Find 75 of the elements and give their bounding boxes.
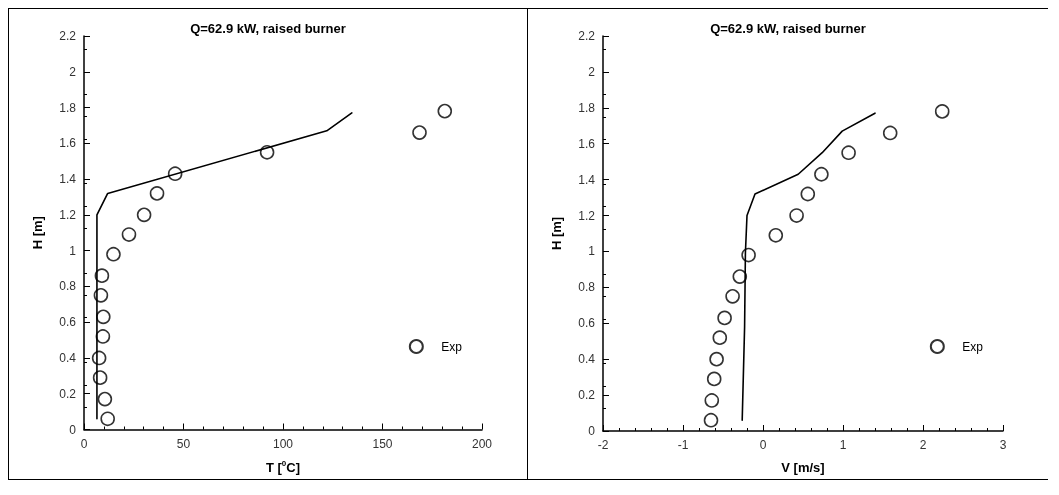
point bbox=[412, 125, 427, 140]
y-tick-label: 0 bbox=[588, 424, 596, 438]
point bbox=[800, 186, 816, 202]
point bbox=[92, 370, 108, 385]
y-tick-label: 1.8 bbox=[578, 100, 596, 115]
y-tick-label: 1.4 bbox=[578, 172, 596, 187]
point bbox=[136, 207, 152, 223]
line-series bbox=[96, 112, 353, 420]
y-tick-label: 1 bbox=[588, 244, 596, 259]
y-tick-label: 0.4 bbox=[578, 352, 596, 367]
y-tick-label: 1.6 bbox=[59, 136, 77, 151]
point bbox=[706, 371, 722, 387]
point bbox=[841, 145, 856, 160]
y-tick-label: 1 bbox=[69, 243, 77, 258]
legend-label: Exp bbox=[962, 339, 984, 354]
point bbox=[93, 288, 109, 303]
y-tick-label: 0.2 bbox=[59, 386, 77, 401]
point bbox=[96, 309, 111, 325]
y-tick-label: 1.2 bbox=[59, 207, 77, 222]
point bbox=[709, 351, 724, 367]
y-tick-label: 2 bbox=[69, 64, 77, 79]
y-tick-label: 1.6 bbox=[578, 136, 596, 151]
x-tick-label: 0 bbox=[759, 438, 767, 452]
x-tick-label: 1 bbox=[839, 438, 847, 452]
point bbox=[717, 310, 732, 326]
point bbox=[768, 228, 784, 243]
y-tick-label: 0.2 bbox=[578, 388, 596, 403]
point bbox=[703, 412, 719, 428]
x-tick-label: -2 bbox=[597, 438, 609, 452]
y-tick-label: 2.2 bbox=[59, 29, 77, 43]
y-tick-label: 1.4 bbox=[59, 172, 77, 187]
x-tick-label: 150 bbox=[372, 436, 393, 451]
point bbox=[94, 268, 110, 283]
x-tick-label: 3 bbox=[999, 438, 1007, 452]
point bbox=[149, 186, 165, 201]
x-tick-label: 0 bbox=[80, 436, 88, 451]
point bbox=[95, 329, 111, 344]
x-axis-title: V [m/s] bbox=[781, 460, 825, 475]
point bbox=[725, 289, 740, 304]
point bbox=[712, 330, 728, 345]
y-tick-label: 0.4 bbox=[59, 350, 77, 365]
y-tick-label: 0 bbox=[69, 422, 77, 437]
y-tick-label: 0.6 bbox=[59, 315, 77, 330]
point bbox=[437, 103, 453, 119]
y-tick-label: 2.2 bbox=[578, 29, 596, 43]
x-tick-label: 2 bbox=[919, 438, 927, 452]
point bbox=[106, 246, 121, 262]
y-tick-label: 0.8 bbox=[59, 279, 77, 294]
chart-title: Q=62.9 kW, raised burner bbox=[710, 21, 866, 36]
y-tick-label: 0.8 bbox=[578, 280, 596, 295]
y-tick-label: 2 bbox=[588, 64, 596, 79]
y-tick-label: 1.2 bbox=[578, 208, 596, 223]
y-tick-label: 1.8 bbox=[59, 100, 77, 115]
point bbox=[97, 391, 113, 407]
point bbox=[882, 125, 898, 141]
point bbox=[789, 208, 804, 223]
point bbox=[100, 411, 115, 427]
x-tick-label: 50 bbox=[176, 436, 191, 451]
x-tick-label: -1 bbox=[677, 438, 689, 452]
point bbox=[741, 247, 756, 263]
point bbox=[814, 166, 829, 182]
x-tick-label: 100 bbox=[272, 436, 294, 451]
point bbox=[732, 269, 748, 284]
point bbox=[91, 350, 107, 366]
y-tick-label: 0.6 bbox=[578, 316, 596, 331]
point bbox=[704, 393, 720, 408]
chart-title: Q=62.9 kW, raised burner bbox=[190, 21, 346, 36]
point bbox=[259, 144, 275, 160]
y-axis-title: H [m] bbox=[30, 216, 45, 250]
legend-label: Exp bbox=[441, 339, 463, 354]
point bbox=[934, 104, 950, 119]
x-tick-label: 200 bbox=[471, 436, 493, 451]
point bbox=[121, 227, 137, 242]
y-axis-title: H [m] bbox=[549, 216, 564, 251]
point bbox=[167, 166, 183, 182]
